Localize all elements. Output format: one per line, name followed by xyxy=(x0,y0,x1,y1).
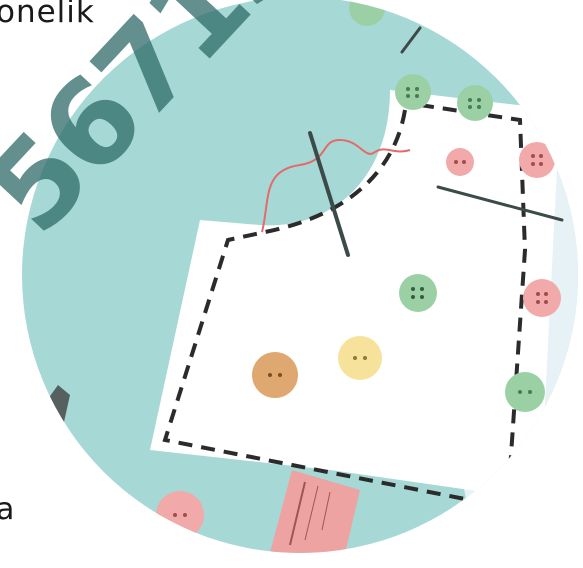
needle-top xyxy=(400,26,422,54)
button-green-topmost xyxy=(349,0,385,26)
button-green-middle xyxy=(399,274,437,312)
top-text-fragment: onelik xyxy=(0,0,95,30)
needle-center xyxy=(308,131,350,257)
button-pink-mid-right xyxy=(523,279,561,317)
button-yellow xyxy=(338,336,382,380)
thread xyxy=(261,138,411,233)
button-pink-small xyxy=(446,148,474,176)
button-green-top-right xyxy=(457,85,493,121)
button-green-bottom-right xyxy=(505,372,545,412)
button-pink-bottom-left xyxy=(156,491,204,539)
bottom-text-fragment: a xyxy=(0,492,16,527)
button-orange xyxy=(252,352,298,398)
scissors-handle xyxy=(40,385,70,440)
button-green-top xyxy=(395,74,431,110)
needle-right xyxy=(436,185,564,222)
button-pink-right xyxy=(519,142,555,178)
stitch-line-main xyxy=(162,109,471,502)
ruler xyxy=(268,470,360,553)
